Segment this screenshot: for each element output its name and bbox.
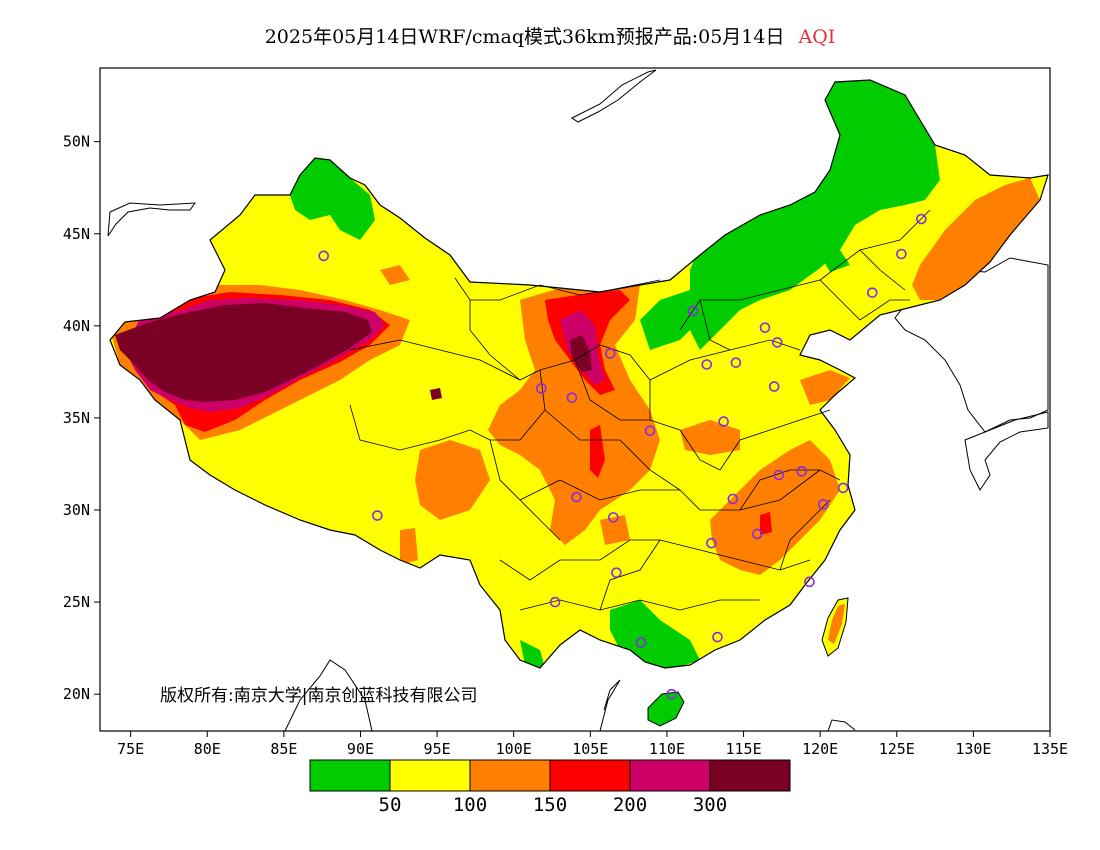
lon-tick-label: 135E xyxy=(1032,740,1068,758)
longitude-axis: 75E 80E 85E 90E 95E 100E 105E 110E 115E 120E 125E 1… xyxy=(117,731,1068,758)
lon-tick-label: 75E xyxy=(117,740,144,758)
station-marker xyxy=(687,305,699,317)
latitude-axis: 20N 25N 30N 35N 40N 45N 50N xyxy=(63,133,100,703)
station-marker xyxy=(372,510,383,521)
legend-label: 200 xyxy=(613,794,647,816)
copyright-text: 版权所有:南京大学|南京创蓝科技有限公司 xyxy=(160,686,478,706)
legend-swatch xyxy=(629,759,711,792)
lon-tick-label: 110E xyxy=(649,740,685,758)
map-area xyxy=(100,68,1050,731)
legend-label: 300 xyxy=(693,794,727,816)
aqi-zone-unhealthy xyxy=(760,512,772,535)
lon-tick-label: 125E xyxy=(879,740,915,758)
title-main: 2025年05月14日WRF/cmaq模式36km预报产品:05月14日 xyxy=(264,26,785,48)
legend-swatch xyxy=(309,759,391,792)
station-marker xyxy=(866,287,878,298)
station-marker xyxy=(644,425,656,437)
title-variable: AQI xyxy=(798,26,836,48)
station-marker xyxy=(771,337,783,348)
station-marker xyxy=(896,248,907,260)
legend-swatch xyxy=(469,759,551,792)
neighbor-outlines xyxy=(107,69,1049,731)
station-marker xyxy=(549,596,561,608)
aqi-zone-usg xyxy=(710,440,840,575)
station-marker xyxy=(566,392,578,403)
lat-tick-label: 40N xyxy=(63,317,90,335)
aqi-zone-usg xyxy=(680,420,740,455)
station-marker xyxy=(727,493,739,505)
lon-tick-label: 80E xyxy=(194,740,221,758)
station-marker xyxy=(712,631,723,643)
china-outline xyxy=(109,79,1049,669)
station-marker xyxy=(701,359,713,370)
legend-swatch xyxy=(709,759,791,792)
aqi-zone-hazardous xyxy=(115,303,372,402)
hainan-island xyxy=(647,691,685,727)
lat-tick-label: 45N xyxy=(63,225,90,243)
legend-label: 50 xyxy=(379,794,402,816)
aqi-zone-usg xyxy=(800,370,850,405)
legend-swatch xyxy=(389,759,471,792)
taiwan-orange xyxy=(828,604,845,644)
aqi-zone-good xyxy=(290,158,375,240)
station-marker xyxy=(635,637,647,648)
station-marker xyxy=(804,576,815,588)
lat-tick-label: 20N xyxy=(63,685,90,703)
station-marker xyxy=(759,322,771,333)
lon-tick-label: 105E xyxy=(572,740,608,758)
lon-tick-label: 90E xyxy=(347,740,374,758)
legend-label: 150 xyxy=(533,794,567,816)
station-marker xyxy=(666,688,677,700)
lat-tick-label: 50N xyxy=(63,133,90,151)
station-marker xyxy=(768,381,780,392)
aqi-zone-usg xyxy=(380,265,410,285)
station-marker xyxy=(718,416,729,427)
station-marker xyxy=(915,213,927,225)
lon-tick-label: 85E xyxy=(270,740,297,758)
aqi-zone-hazardous xyxy=(430,388,442,400)
station-marker xyxy=(706,537,717,549)
station-marker xyxy=(318,250,330,262)
lon-tick-label: 120E xyxy=(802,740,838,758)
station-marker xyxy=(571,491,582,503)
lat-tick-label: 25N xyxy=(63,593,90,611)
aqi-zone-usg xyxy=(600,515,630,545)
station-marker xyxy=(773,469,785,481)
lon-tick-label: 95E xyxy=(424,740,451,758)
lon-tick-label: 115E xyxy=(725,740,761,758)
aqi-zone-unhealthy xyxy=(590,425,605,478)
aqi-zone-good xyxy=(820,250,850,272)
aqi-zone-good xyxy=(520,640,545,668)
station-marker xyxy=(817,499,829,510)
color-legend: 50 100 150 200 300 xyxy=(309,759,791,816)
station-marker xyxy=(611,567,622,578)
station-marker xyxy=(796,466,808,477)
aqi-zone-usg xyxy=(488,285,660,545)
lat-tick-label: 35N xyxy=(63,409,90,427)
lon-tick-label: 100E xyxy=(496,740,532,758)
legend-swatch xyxy=(549,759,631,792)
station-marker xyxy=(837,482,849,494)
station-markers xyxy=(318,213,927,700)
station-marker xyxy=(535,383,547,394)
aqi-zone-usg xyxy=(400,528,418,565)
station-marker xyxy=(604,348,616,359)
map-title: 2025年05月14日WRF/cmaq模式36km预报产品:05月14日 AQI xyxy=(0,22,1100,49)
province-boundaries xyxy=(349,209,931,611)
aqi-zone-hazardous xyxy=(570,335,592,372)
legend-label: 100 xyxy=(453,794,487,816)
station-marker xyxy=(752,528,763,540)
lat-tick-label: 30N xyxy=(63,501,90,519)
station-marker xyxy=(608,512,619,523)
aqi-zone-usg xyxy=(912,178,1040,300)
aqi-zone-good xyxy=(640,290,700,350)
aqi-zone-good xyxy=(690,80,940,350)
aqi-zone-usg xyxy=(415,440,490,520)
lon-tick-label: 130E xyxy=(955,740,991,758)
station-marker xyxy=(730,357,742,368)
map-frame xyxy=(99,67,1051,732)
